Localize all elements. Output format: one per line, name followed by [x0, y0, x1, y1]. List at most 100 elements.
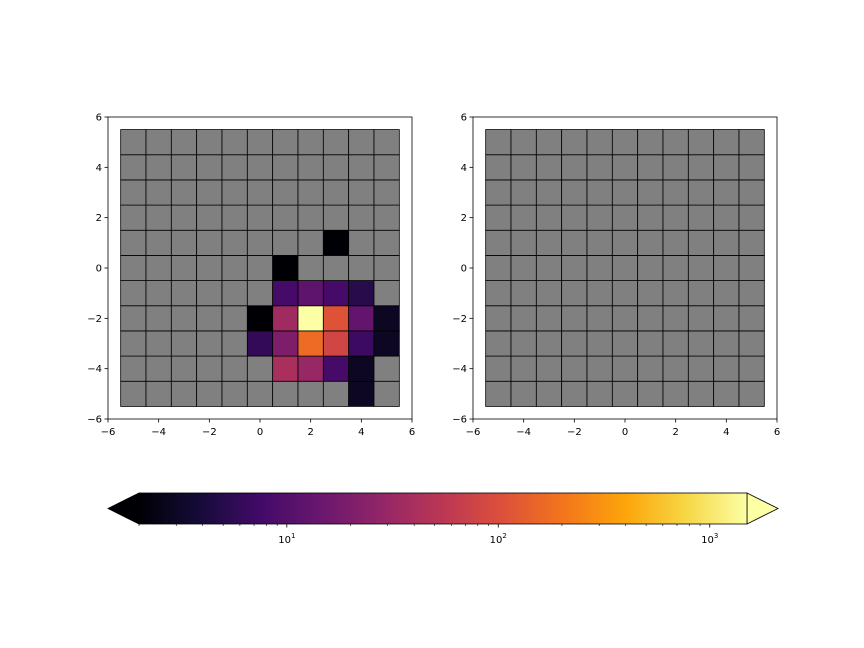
masked-cell: [662, 305, 689, 332]
y-tick-label: −4: [452, 364, 467, 375]
masked-cell: [738, 229, 765, 256]
masked-cell: [586, 129, 613, 156]
data-cell: [373, 330, 400, 357]
masked-cell: [713, 179, 740, 206]
masked-cell: [373, 380, 400, 407]
masked-cell: [611, 380, 639, 407]
masked-cell: [510, 355, 537, 382]
masked-cell: [485, 330, 512, 357]
masked-cell: [611, 154, 639, 181]
masked-cell: [561, 255, 588, 281]
data-cell: [272, 330, 299, 357]
x-tick-label: 4: [723, 427, 729, 438]
masked-cell: [297, 129, 324, 156]
masked-cell: [485, 154, 512, 181]
masked-cell: [221, 255, 248, 281]
masked-cell: [170, 305, 198, 332]
y-tick-label: 4: [461, 163, 467, 174]
masked-cell: [170, 280, 198, 307]
masked-cell: [170, 204, 198, 231]
masked-cell: [586, 229, 613, 256]
masked-cell: [637, 229, 664, 256]
masked-cell: [611, 305, 639, 332]
masked-cell: [485, 305, 512, 332]
masked-cell: [738, 305, 765, 332]
masked-cell: [221, 330, 248, 357]
masked-cell: [348, 129, 375, 156]
masked-cell: [485, 380, 512, 407]
colorbar-tick-base: 10: [490, 535, 503, 546]
masked-cell: [373, 129, 400, 156]
masked-cell: [322, 129, 350, 156]
masked-cell: [322, 154, 350, 181]
masked-cell: [145, 330, 172, 357]
x-tick-label: 2: [672, 427, 678, 438]
data-cell: [246, 330, 274, 357]
masked-cell: [196, 129, 223, 156]
masked-cell: [221, 204, 248, 231]
masked-cell: [170, 129, 198, 156]
masked-cell: [535, 255, 563, 281]
masked-cell: [297, 255, 324, 281]
masked-cell: [662, 380, 689, 407]
masked-cell: [120, 330, 147, 357]
masked-cell: [196, 204, 223, 231]
masked-cell: [348, 179, 375, 206]
masked-cell: [713, 355, 740, 382]
masked-cell: [322, 255, 350, 281]
masked-cell: [510, 179, 537, 206]
masked-cell: [637, 280, 664, 307]
masked-cell: [662, 229, 689, 256]
y-tick-label: −6: [87, 415, 102, 426]
data-cell: [348, 305, 375, 332]
masked-cell: [662, 204, 689, 231]
data-cell: [348, 330, 375, 357]
colorbar-extend-max: [746, 492, 779, 525]
masked-cell: [687, 380, 715, 407]
masked-cell: [510, 129, 537, 156]
masked-cell: [713, 280, 740, 307]
masked-cell: [662, 154, 689, 181]
masked-cell: [373, 154, 400, 181]
masked-cell: [510, 280, 537, 307]
masked-cell: [221, 229, 248, 256]
colorbar-tick-label: 101: [278, 532, 295, 546]
masked-cell: [535, 355, 563, 382]
masked-cell: [535, 305, 563, 332]
x-tick-label: 6: [774, 427, 780, 438]
data-cell: [373, 305, 400, 332]
masked-cell: [246, 204, 274, 231]
y-tick-label: 4: [96, 163, 102, 174]
masked-cell: [687, 255, 715, 281]
masked-cell: [561, 355, 588, 382]
data-cell: [322, 305, 350, 332]
data-cell: [322, 355, 350, 382]
masked-cell: [687, 179, 715, 206]
masked-cell: [611, 255, 639, 281]
x-tick-label: 0: [622, 427, 628, 438]
masked-cell: [120, 229, 147, 256]
masked-cell: [170, 330, 198, 357]
masked-cell: [221, 179, 248, 206]
data-cell: [348, 355, 375, 382]
masked-cell: [145, 179, 172, 206]
masked-cell: [170, 229, 198, 256]
y-tick-label: 6: [461, 113, 467, 124]
masked-cell: [662, 330, 689, 357]
masked-cell: [713, 129, 740, 156]
masked-cell: [485, 179, 512, 206]
masked-cell: [120, 355, 147, 382]
x-tick-label: −6: [101, 427, 116, 438]
masked-cell: [246, 229, 274, 256]
masked-cell: [120, 305, 147, 332]
masked-cell: [611, 330, 639, 357]
masked-cell: [196, 154, 223, 181]
y-tick-label: 0: [96, 264, 102, 275]
masked-cell: [485, 129, 512, 156]
x-tick-label: 6: [409, 427, 415, 438]
colorbar-tick-exponent: 3: [714, 532, 718, 540]
masked-cell: [611, 129, 639, 156]
masked-cell: [145, 204, 172, 231]
masked-cell: [170, 154, 198, 181]
